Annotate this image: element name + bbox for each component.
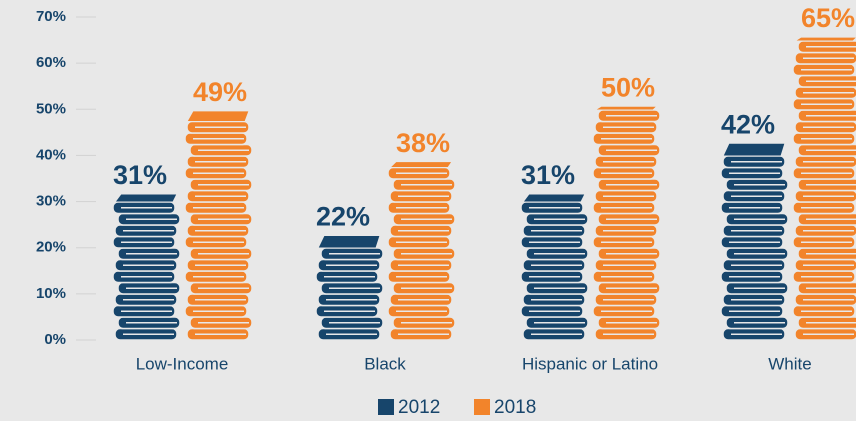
y-tick-label: 50% (36, 100, 66, 117)
value-label: 65% (801, 3, 855, 33)
bar (720, 142, 789, 341)
book-top (522, 193, 586, 203)
value-label: 38% (396, 128, 450, 158)
y-tick-label: 20% (36, 239, 66, 256)
y-tick-label: 30% (36, 193, 66, 210)
book-top (186, 110, 250, 122)
bar (792, 36, 856, 341)
value-label: 42% (721, 109, 775, 139)
bar (184, 110, 253, 341)
book-top (722, 142, 786, 157)
value-label: 49% (193, 77, 247, 107)
x-tick-label: Low-Income (136, 354, 229, 373)
legend-label: 2018 (494, 397, 536, 418)
value-label: 22% (316, 202, 370, 232)
y-tick-label: 10% (36, 285, 66, 302)
value-label: 31% (113, 160, 167, 190)
value-label: 31% (521, 160, 575, 190)
book-top (388, 161, 453, 168)
y-tick-label: 60% (36, 54, 66, 71)
book-top (114, 193, 178, 203)
legend-swatch (474, 399, 490, 415)
x-tick-label: Hispanic or Latino (522, 354, 658, 373)
x-tick-label: Black (364, 354, 406, 373)
x-tick-label: White (768, 354, 811, 373)
y-tick-label: 0% (44, 331, 66, 348)
bar (592, 105, 661, 341)
bar (112, 193, 181, 341)
legend-swatch (378, 399, 394, 415)
bar (387, 161, 456, 341)
y-tick-label: 70% (36, 8, 66, 25)
value-label: 50% (601, 72, 655, 102)
bar (520, 193, 589, 341)
book-top (793, 36, 856, 42)
legend-label: 2012 (398, 397, 440, 418)
book-top (593, 105, 659, 111)
y-tick-label: 40% (36, 146, 66, 163)
book-top (317, 234, 381, 249)
bar (315, 234, 384, 341)
